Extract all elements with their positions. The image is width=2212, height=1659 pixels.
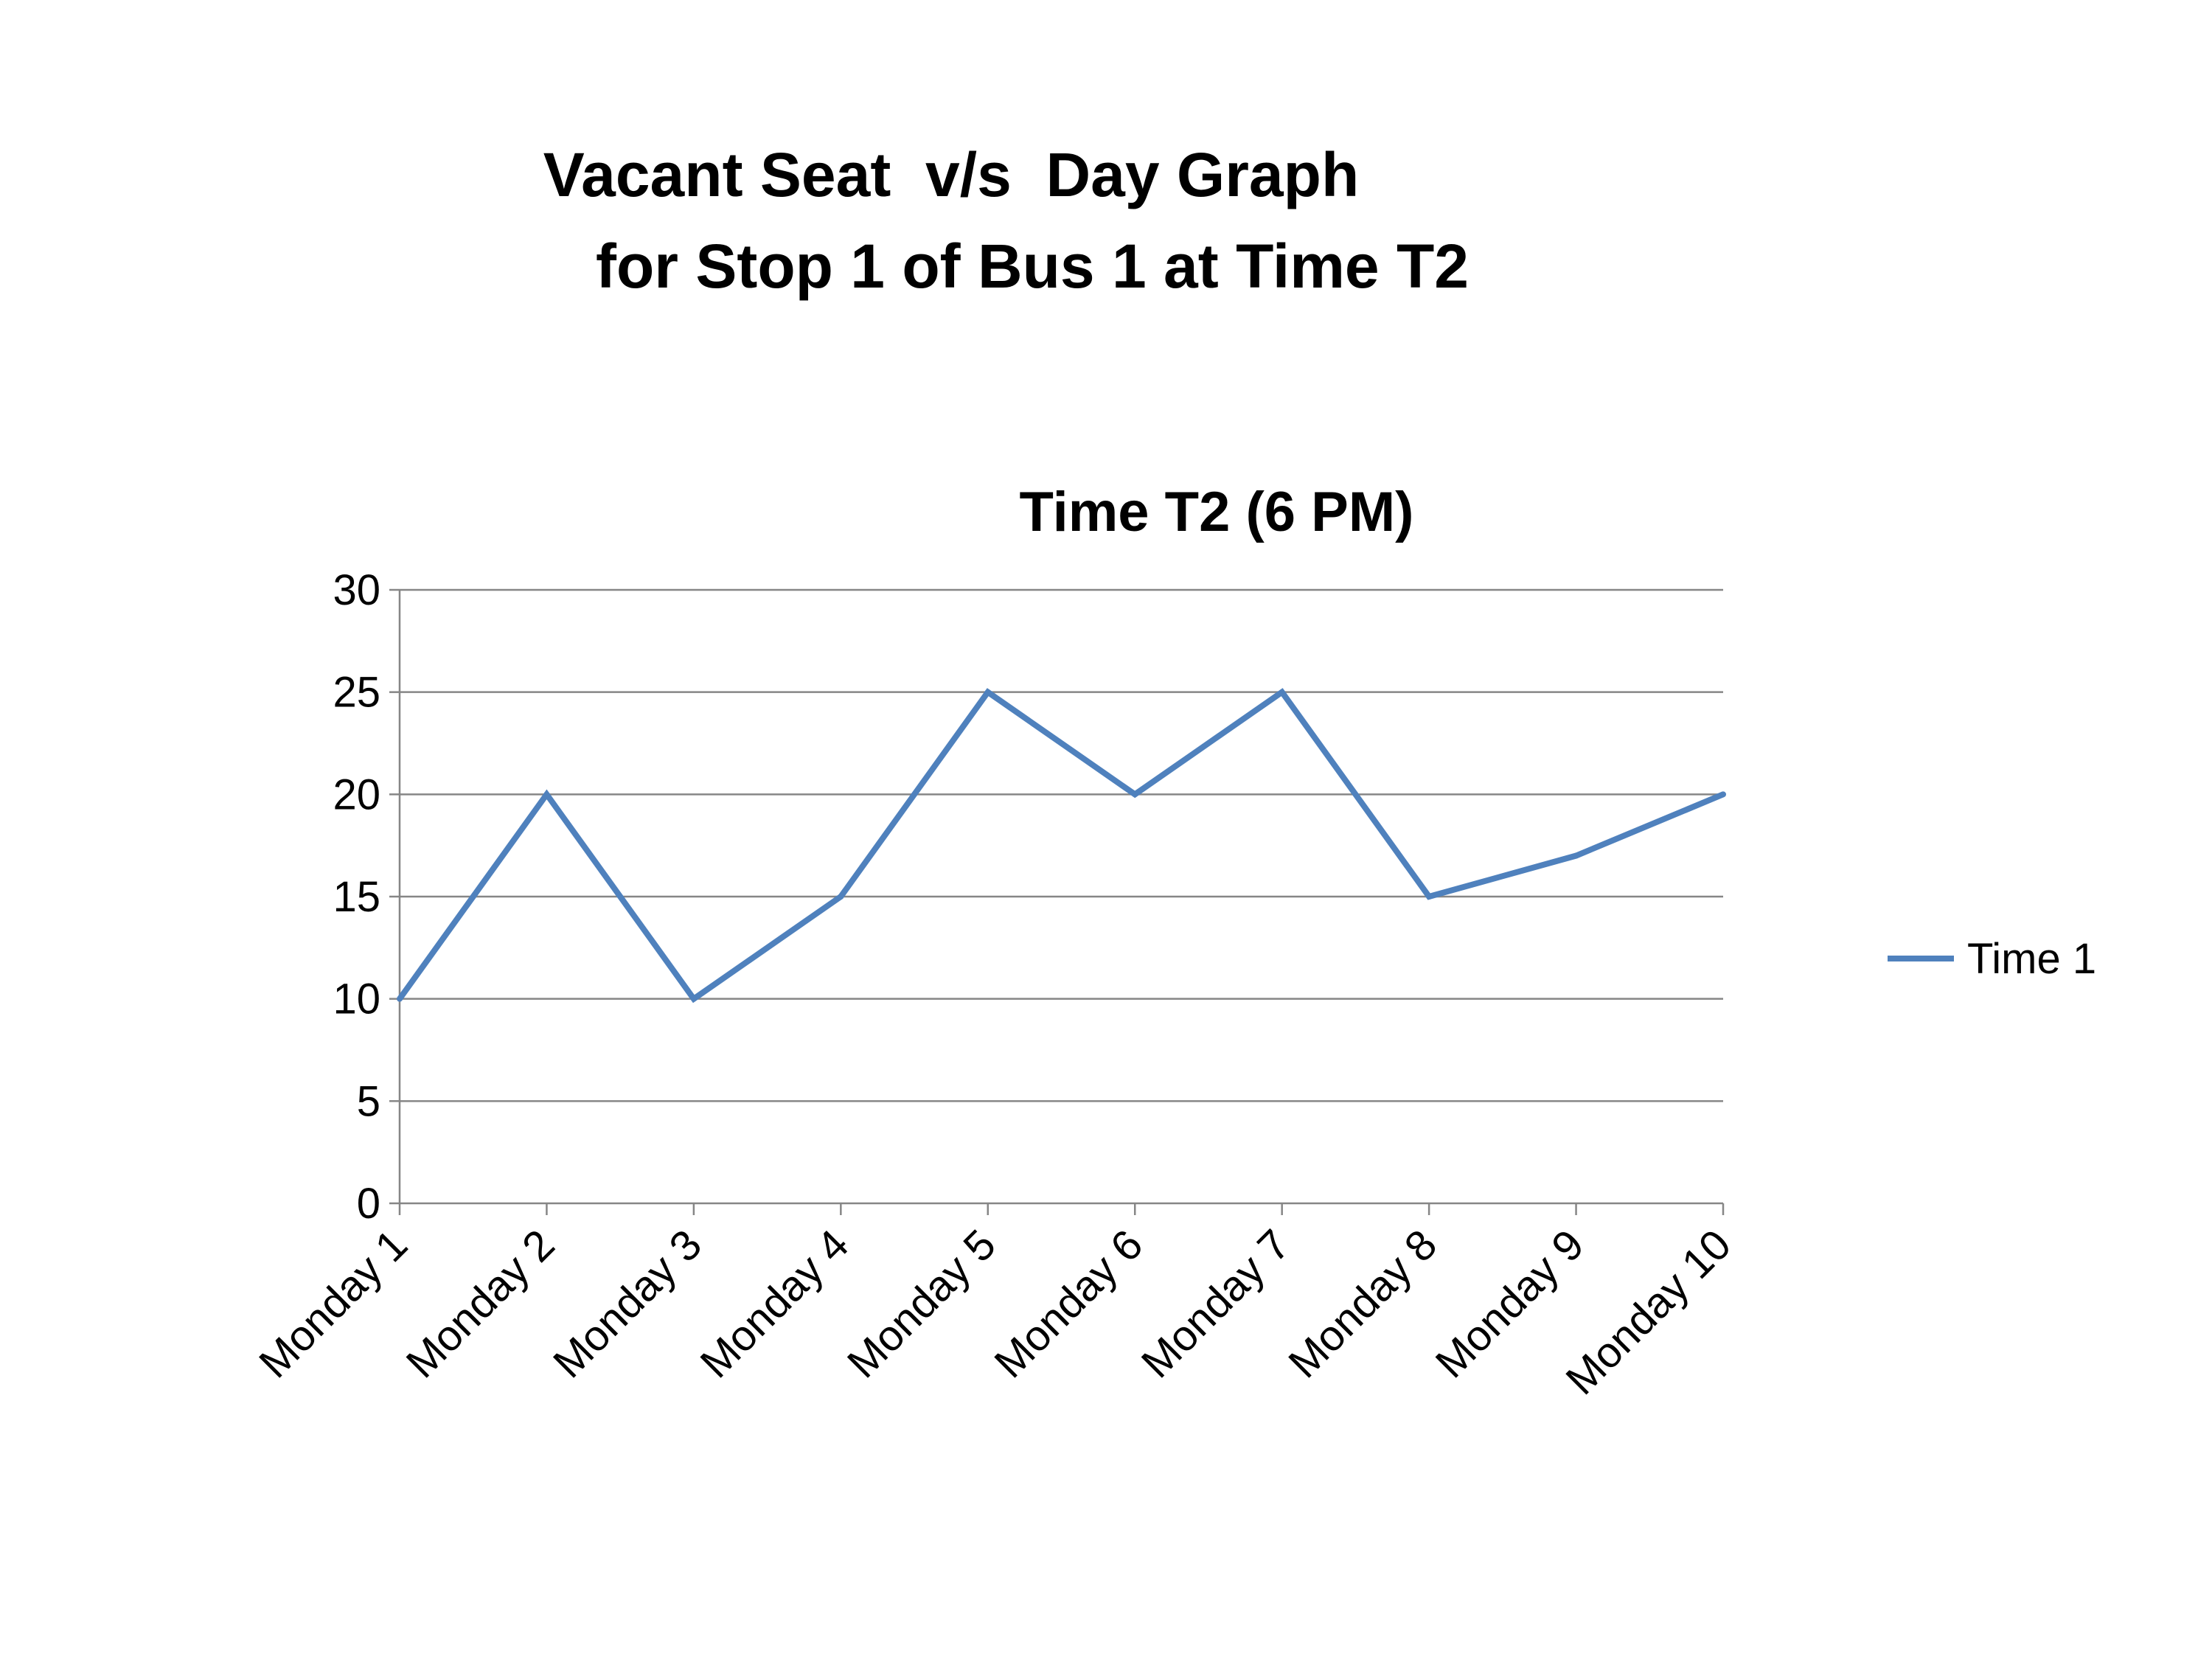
gridlines	[400, 588, 1723, 1102]
x-tick-label-4: Monday 4	[691, 1220, 858, 1387]
x-tick-label-6: Monday 6	[985, 1220, 1152, 1387]
slide-title: Vacant Seat v/s Day Graph for Stop 1 of …	[0, 129, 2212, 312]
y-tick-label-25: 25	[333, 669, 380, 717]
chart-title: Time T2 (6 PM)	[1020, 481, 1414, 543]
data-point-2	[543, 791, 550, 798]
series-group	[397, 688, 1726, 1004]
data-point-6	[1132, 791, 1138, 798]
data-point-7	[1279, 689, 1285, 695]
x-tick-label-3: Monday 3	[544, 1220, 711, 1387]
y-tick-label-20: 20	[333, 771, 380, 818]
y-tick-label-15: 15	[333, 873, 380, 921]
y-tick-label-5: 5	[357, 1077, 380, 1125]
slide-title-line-2: for Stop 1 of Bus 1 at Time T2	[596, 232, 1469, 301]
x-tick-label-7: Monday 7	[1133, 1220, 1299, 1387]
data-point-3	[690, 995, 697, 1002]
data-point-4	[838, 894, 844, 900]
legend-label: Time 1	[1967, 935, 2096, 983]
x-tick-label-5: Monday 5	[838, 1220, 1005, 1387]
y-tick-label-30: 30	[333, 566, 380, 614]
data-point-9	[1573, 852, 1579, 859]
data-point-8	[1426, 894, 1433, 900]
x-tick-label-1: Monday 1	[250, 1220, 417, 1387]
y-tick-label-10: 10	[333, 975, 380, 1023]
slide-title-line-1: Vacant Seat v/s Day Graph	[543, 140, 1360, 209]
y-tick-label-0: 0	[357, 1180, 380, 1228]
y-axis-ticks: 0 5 10 15 20 25 30	[333, 566, 400, 1228]
x-tick-label-2: Monday 2	[397, 1220, 564, 1387]
series-line-1	[397, 688, 1725, 1004]
data-point-5	[984, 689, 991, 695]
data-point-10	[1720, 791, 1726, 798]
legend: Time 1	[1888, 935, 2096, 983]
data-point-1	[397, 995, 403, 1002]
x-tick-label-8: Monday 8	[1279, 1220, 1446, 1387]
